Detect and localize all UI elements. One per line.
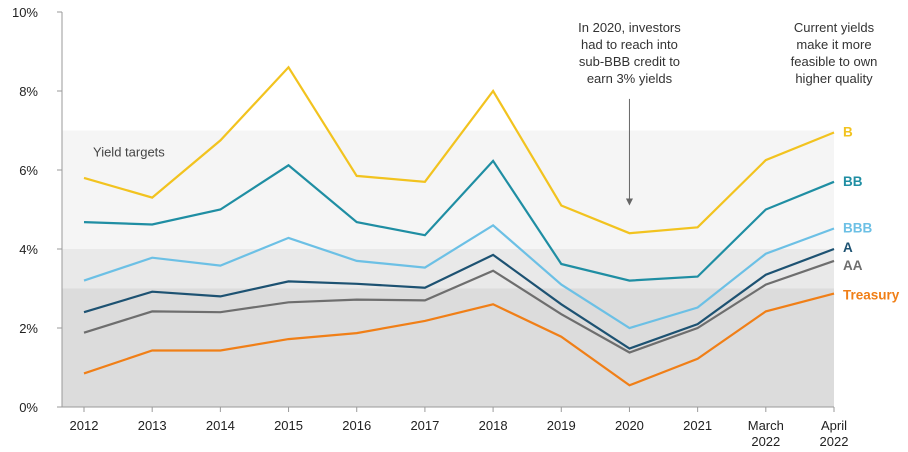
x-tick-label: 2019 <box>547 418 576 433</box>
y-tick-label: 6% <box>19 163 38 178</box>
series-label-aa: AA <box>843 258 863 273</box>
x-tick-line: 2014 <box>206 418 235 433</box>
series-label-a: A <box>843 240 853 255</box>
x-tick-label: 2016 <box>342 418 371 433</box>
x-tick-label: April 2022 <box>820 418 849 449</box>
series-line-b <box>83 65 835 235</box>
x-tick-line: 2019 <box>547 418 576 433</box>
annotation-line: Current yields <box>794 20 875 35</box>
y-tick-label: 4% <box>19 242 38 257</box>
series-lines <box>83 65 835 387</box>
x-tick-line: 2020 <box>615 418 644 433</box>
x-tick-line: 2018 <box>479 418 508 433</box>
annotation-text-1: Current yields make it more feasible to ow… <box>791 20 878 86</box>
x-tick-label: 2020 <box>615 418 644 433</box>
x-tick-label: 2017 <box>410 418 439 433</box>
x-tick-label: March 2022 <box>748 418 784 449</box>
series-label-treasury: Treasury <box>843 288 900 303</box>
annotation-line: had to reach into <box>581 37 678 52</box>
series-label-b: B <box>843 124 853 139</box>
y-tick-label: 0% <box>19 400 38 415</box>
series-label-bbb: BBB <box>843 220 872 235</box>
yield-targets-label: Yield targets <box>93 145 165 160</box>
x-tick-line: 2021 <box>683 418 712 433</box>
annotation-line: feasible to own <box>791 54 878 69</box>
x-tick-line: 2022 <box>751 434 780 449</box>
annotation-line: sub-BBB credit to <box>579 54 680 69</box>
yield-band-0 <box>62 130 834 249</box>
x-tick-line: 2012 <box>70 418 99 433</box>
x-tick-line: March <box>748 418 784 433</box>
series-line-bbb <box>83 223 835 330</box>
x-tick-label: 2018 <box>479 418 508 433</box>
series-label-bb: BB <box>843 174 863 189</box>
x-tick-label: 2021 <box>683 418 712 433</box>
x-tick-label: 2013 <box>138 418 167 433</box>
series-line-a <box>83 247 835 350</box>
series-line-bb <box>83 159 835 282</box>
y-tick-label: 8% <box>19 84 38 99</box>
annotations: In 2020, investors had to reach into sub-B… <box>578 20 877 206</box>
x-tick-line: 2017 <box>410 418 439 433</box>
x-tick-label: 2015 <box>274 418 303 433</box>
x-tick-label: 2012 <box>70 418 99 433</box>
annotation-line: In 2020, investors <box>578 20 681 35</box>
series-line-treasury <box>83 292 835 387</box>
annotation-arrow-head <box>625 198 633 206</box>
axes: 0% 2% 4% 6% 8% 10% 2012 2013 2014 2015 2016 2017 201… <box>12 5 848 449</box>
x-tick-label: 2014 <box>206 418 235 433</box>
yield-target-bands: Yield targets <box>62 130 834 407</box>
y-tick-label: 10% <box>12 5 38 20</box>
annotation-line: earn 3% yields <box>587 71 673 86</box>
annotation-line: make it more <box>796 37 871 52</box>
x-tick-line: 2015 <box>274 418 303 433</box>
series-line-aa <box>83 259 835 354</box>
y-tick-label: 2% <box>19 321 38 336</box>
x-tick-line: 2022 <box>820 434 849 449</box>
annotation-text-0: In 2020, investors had to reach into sub-B… <box>578 20 681 86</box>
annotation-line: higher quality <box>795 71 873 86</box>
x-tick-line: April <box>821 418 847 433</box>
x-tick-line: 2016 <box>342 418 371 433</box>
x-tick-line: 2013 <box>138 418 167 433</box>
yield-band-2 <box>62 288 834 407</box>
